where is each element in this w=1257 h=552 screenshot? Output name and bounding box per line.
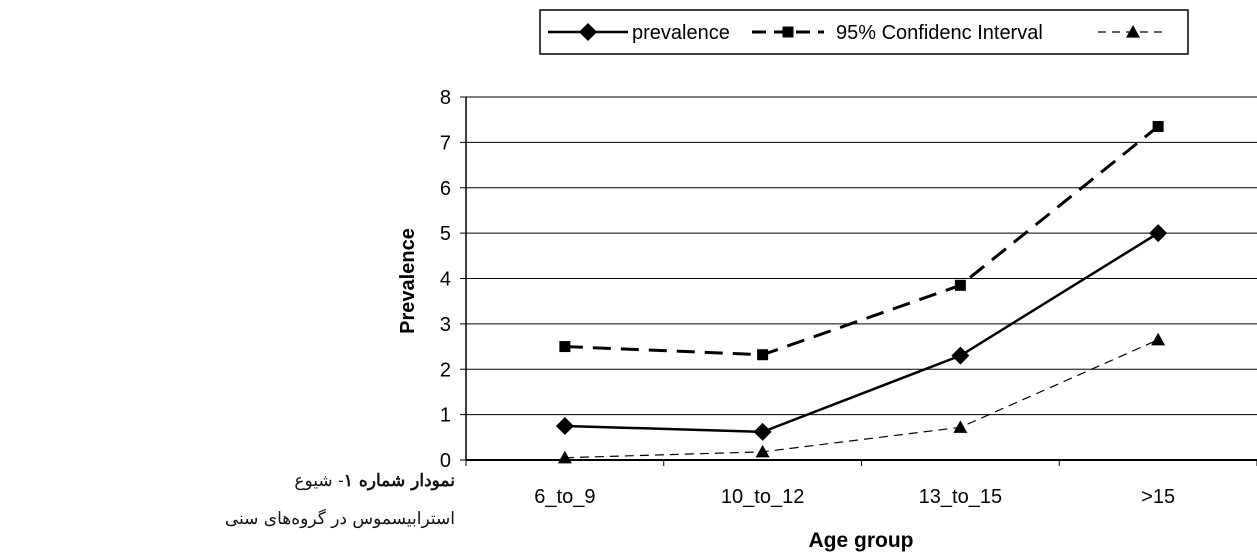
x-axis-label: Age group	[809, 529, 914, 552]
legend-marker	[1126, 25, 1140, 38]
series-line	[564, 125, 1160, 357]
data-point	[753, 422, 772, 441]
axes	[460, 96, 1257, 466]
legend-box	[539, 9, 1189, 55]
data-point	[755, 444, 770, 458]
data-point	[954, 279, 966, 291]
data-point	[559, 341, 571, 353]
series-line	[564, 339, 1159, 459]
x-tick-labels: 6_to_9 10_to_12 13_to_15 >15	[534, 486, 1175, 508]
y-tick-label: 4	[440, 269, 451, 291]
y-tick-label: 7	[440, 132, 451, 154]
x-tick-label: 6_to_9	[534, 486, 595, 508]
y-tick-label: 6	[440, 178, 451, 200]
caption-number: نمودار شماره ۱	[343, 471, 455, 491]
y-tick-label: 0	[440, 450, 451, 472]
legend-label: 95% Confidenc Interval	[836, 22, 1043, 44]
legend-marker	[579, 23, 597, 41]
series-3	[557, 332, 1166, 464]
y-axis-label: Prevalence	[397, 228, 419, 334]
data-point	[1149, 224, 1168, 243]
x-tick-label: 13_to_15	[919, 486, 1002, 508]
data-point	[1151, 332, 1166, 346]
figure-caption: نمودار شماره ۱- شیوع استرابیسموس در گروه…	[215, 462, 455, 538]
data-point	[1152, 120, 1164, 132]
series-line	[564, 232, 1159, 434]
legend: prevalence 95% Confidenc Interval	[539, 9, 1189, 55]
y-tick-labels: 0 1 2 3 4 5 6 7 8	[440, 87, 451, 472]
data-point	[953, 420, 968, 433]
gridlines	[466, 96, 1257, 416]
data-point	[951, 346, 970, 365]
data-point	[555, 416, 574, 435]
y-tick-label: 5	[440, 223, 451, 245]
legend-label: prevalence	[632, 22, 730, 44]
series-lines	[555, 120, 1168, 464]
data-point	[757, 349, 769, 361]
y-tick-label: 3	[440, 314, 451, 336]
series-1	[555, 224, 1168, 441]
legend-marker	[782, 26, 794, 38]
caption-text: - شیوع استرابیسموس در گروه‌های سنی	[224, 471, 455, 529]
x-tick-label: 10_to_12	[721, 486, 804, 508]
y-tick-label: 2	[440, 359, 451, 381]
series-2	[559, 120, 1164, 361]
x-tick-label: >15	[1141, 486, 1175, 508]
data-point	[557, 450, 572, 464]
y-tick-label: 8	[440, 87, 451, 109]
y-tick-label: 1	[440, 405, 451, 427]
